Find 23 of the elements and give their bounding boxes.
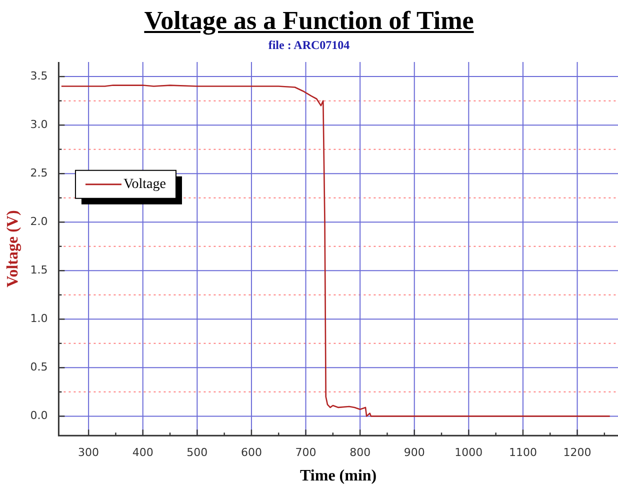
y-tick-label: 2.5 — [30, 166, 48, 180]
x-tick-label: 800 — [350, 446, 371, 460]
y-tick-label: 0.0 — [30, 409, 48, 422]
y-tick-label: 2.0 — [30, 214, 48, 228]
y-tick-label: 3.5 — [30, 69, 48, 82]
y-tick-label: 3.0 — [30, 118, 48, 131]
x-tick-label: 400 — [132, 446, 154, 460]
x-tick-label: 500 — [186, 446, 208, 460]
y-tick-label: 0.5 — [30, 360, 48, 374]
x-tick-label: 900 — [404, 446, 425, 460]
x-tick-label: 300 — [78, 446, 100, 460]
chart-subtitle: file : ARC07104 — [267, 38, 351, 53]
x-tick-label: 600 — [240, 446, 262, 460]
y-axis-title: Voltage (V) — [4, 210, 22, 288]
chart-title: Voltage as a Function of Time — [143, 6, 475, 36]
legend-label: Voltage — [123, 177, 166, 192]
x-tick-label: 700 — [295, 446, 316, 460]
x-axis-title: Time (min) — [300, 468, 377, 485]
y-tick-label: 1.0 — [30, 312, 48, 326]
x-tick-label: 1000 — [454, 446, 483, 460]
y-tick-label: 1.5 — [30, 263, 48, 276]
x-tick-label: 1200 — [563, 446, 592, 460]
x-tick-label: 1100 — [508, 446, 537, 460]
